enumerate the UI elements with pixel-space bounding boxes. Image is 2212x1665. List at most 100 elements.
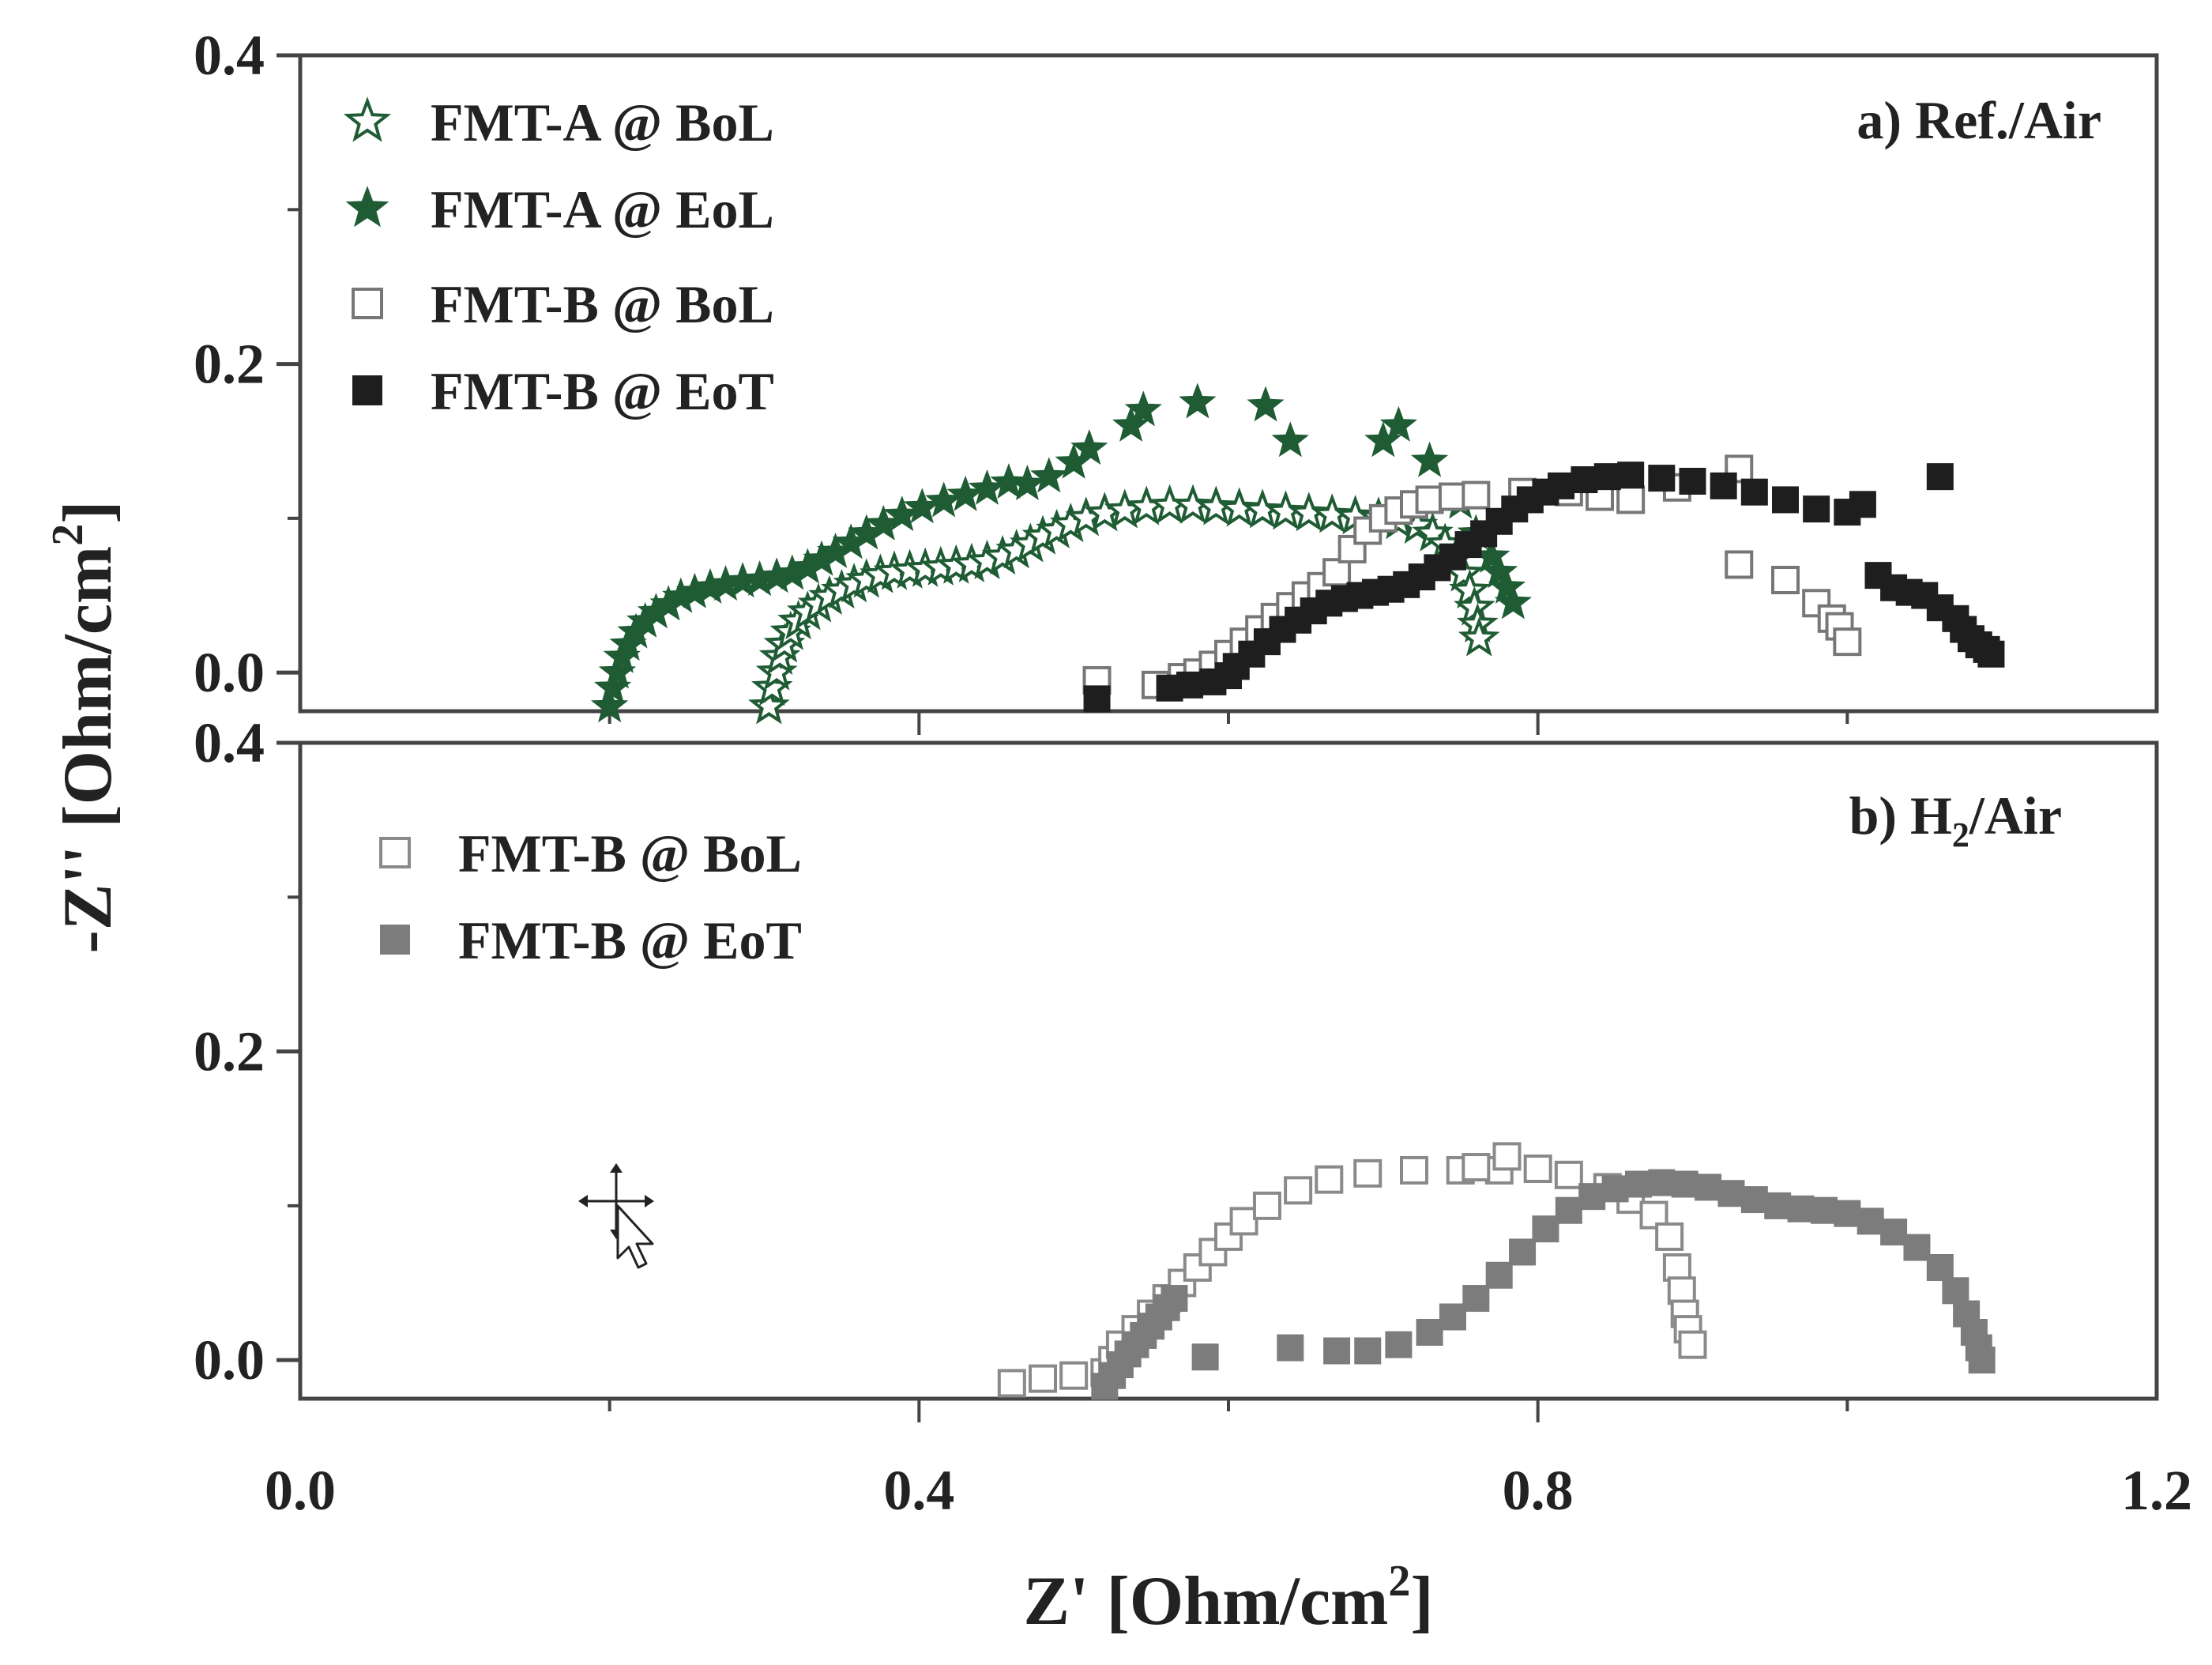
data-point — [1678, 1330, 1707, 1359]
data-point — [1411, 441, 1449, 477]
x-tick-labels: 0.0 0.4 0.8 1.2 — [265, 1459, 2192, 1522]
data-point — [1679, 468, 1706, 495]
panel-b-legend: FMT-B @ BoL FMT-B @ EoT — [379, 823, 802, 970]
data-point — [1124, 390, 1162, 427]
panel-b-points — [997, 1142, 1996, 1400]
panel-b-label-sub: 2 — [1952, 816, 1969, 854]
data-point — [1648, 465, 1676, 492]
data-point — [1803, 495, 1830, 523]
data-point — [1833, 627, 1862, 657]
data-point — [1462, 480, 1491, 510]
data-point — [1462, 1285, 1490, 1313]
data-point — [1662, 1253, 1691, 1282]
data-point — [1880, 1219, 1908, 1246]
data-point — [1247, 386, 1285, 422]
data-point — [1802, 589, 1831, 618]
data-point — [1214, 1222, 1243, 1251]
data-point — [997, 1369, 1026, 1398]
data-point — [1926, 1254, 1954, 1281]
series-a-1 — [590, 382, 1533, 723]
data-point — [1717, 1180, 1745, 1207]
data-point — [1415, 485, 1444, 514]
data-point — [1176, 671, 1204, 699]
data-point — [1400, 1155, 1428, 1185]
data-point — [1942, 1277, 1969, 1305]
legend-marker — [352, 288, 383, 319]
data-point — [1787, 1195, 1815, 1222]
data-point — [1070, 429, 1108, 465]
legend-label: FMT-B @ BoL — [458, 823, 802, 883]
data-point — [1523, 1155, 1552, 1184]
data-point — [1926, 463, 1954, 491]
legend-marker — [380, 925, 410, 955]
data-point — [1655, 1222, 1684, 1251]
y-tick-label: 0.4 — [194, 711, 265, 774]
data-point — [1849, 491, 1876, 518]
data-point — [1083, 685, 1111, 713]
panel-b-label: b) H2/Air — [1849, 785, 2062, 854]
x-axis-title: Z' [Ohm/cm2] — [1023, 1557, 1433, 1640]
data-point — [1810, 1196, 1838, 1224]
data-point — [1030, 457, 1068, 493]
y-axis-title-main: -Z'' [Ohm/cm — [50, 546, 126, 954]
data-point — [1555, 1196, 1582, 1224]
data-point — [1834, 1200, 1861, 1227]
data-point — [1740, 478, 1768, 506]
data-point — [990, 463, 1028, 499]
data-point — [1379, 405, 1417, 442]
data-point — [1439, 1303, 1466, 1331]
data-point — [1112, 405, 1150, 442]
data-point — [1485, 1261, 1513, 1289]
y-tick-label: 0.0 — [194, 1328, 265, 1392]
x-axis-title-sup: 2 — [1388, 1557, 1410, 1606]
series-b-1 — [1091, 1169, 1996, 1400]
data-point — [1385, 1331, 1413, 1358]
data-point — [1532, 1215, 1559, 1243]
panel-b: 0.4 0.2 0.0 FMT-B @ BoL FMT-B @ EoT b) H2/A… — [194, 711, 2159, 1422]
data-point — [1740, 1186, 1768, 1214]
y-axis-title: -Z'' [Ohm/cm2] — [43, 500, 126, 953]
legend-marker — [379, 837, 411, 868]
data-point — [1191, 1343, 1219, 1371]
data-point — [1771, 566, 1800, 594]
legend-label: FMT-A @ EoL — [431, 179, 774, 239]
data-point — [1008, 465, 1046, 500]
series-a-3 — [1083, 461, 2005, 713]
data-point — [1764, 1192, 1792, 1219]
data-point — [1616, 485, 1646, 514]
legend-marker — [343, 96, 392, 142]
data-point — [1695, 1173, 1722, 1201]
data-point — [1323, 1337, 1351, 1365]
legend-label: FMT-A @ BoL — [431, 92, 774, 153]
data-point — [1462, 1153, 1491, 1182]
data-point — [1624, 1170, 1652, 1198]
y-axis-title-end: ] — [50, 500, 126, 523]
data-point — [1494, 583, 1533, 620]
data-point — [1449, 568, 1491, 609]
x-tick-label: 0.4 — [883, 1459, 954, 1522]
data-point — [1509, 1238, 1537, 1266]
data-point — [1271, 421, 1310, 458]
data-point — [1710, 472, 1737, 499]
data-point — [1617, 461, 1645, 489]
y-tick-label: 0.2 — [194, 333, 265, 396]
legend-marker — [352, 375, 382, 405]
data-point — [1315, 1165, 1344, 1194]
data-point — [1354, 1337, 1382, 1365]
data-point — [946, 475, 984, 511]
y-axis-title-sup: 2 — [43, 524, 92, 546]
legend-label: FMT-B @ EoT — [458, 910, 802, 970]
data-point — [1229, 1207, 1258, 1236]
data-point — [1480, 552, 1518, 589]
panel-a-legend: FMT-A @ BoL FMT-A @ EoL FMT-B @ BoL FMT-B @… — [343, 92, 774, 421]
y-tick-label: 0.2 — [194, 1020, 265, 1083]
panel-a-ticks: 0.4 0.2 0.0 — [194, 24, 1849, 735]
panel-b-label-end: /Air — [1969, 785, 2062, 846]
panel-a-label: a) Ref./Air — [1856, 90, 2101, 150]
panel-b-label-main: b) H — [1849, 785, 1952, 846]
data-point — [1648, 1169, 1676, 1196]
data-point — [1968, 1347, 1996, 1374]
data-point — [1416, 1319, 1443, 1347]
data-point — [1601, 1175, 1629, 1203]
